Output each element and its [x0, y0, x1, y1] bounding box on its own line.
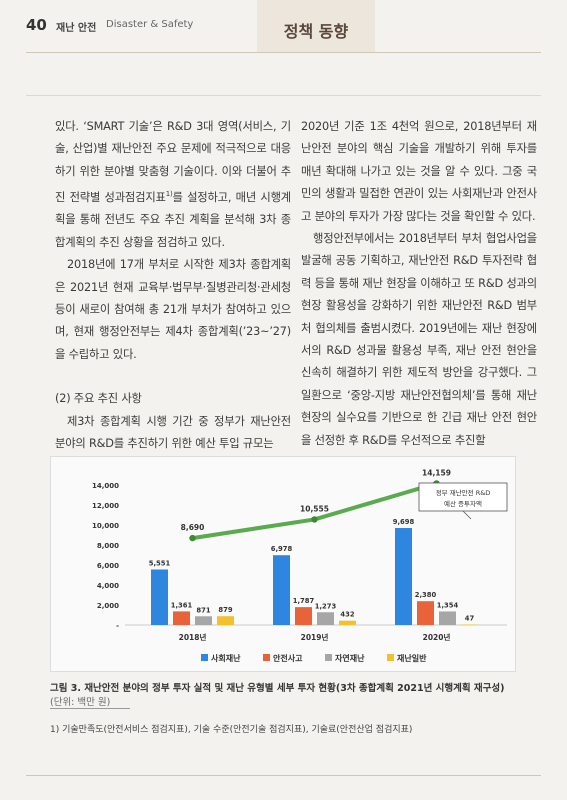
section-title-ko: 재난 안전 [56, 23, 97, 34]
bar [395, 528, 412, 625]
investment-chart: 14,000 12,000 10,000 8,000 6,000 4,000 2,000- … [50, 456, 516, 672]
category-label: 2018년 [179, 632, 207, 642]
caption-text: 그림 3. 재난안전 분야의 정부 투자 실적 및 재난 유형별 세부 투자 현… [50, 683, 505, 694]
bar [439, 611, 456, 625]
bar [173, 611, 190, 625]
content-divider [26, 95, 541, 96]
legend-swatch [201, 654, 208, 661]
annotation-box [418, 482, 508, 512]
footnote-ref: 1) [165, 190, 173, 199]
bar-value-label: 879 [218, 606, 232, 614]
legend-label: 자연재난 [335, 653, 365, 663]
bar-value-label: 1,354 [437, 601, 459, 609]
line-point [311, 516, 318, 523]
left-paragraph-3: 제3차 종합계획 시행 기간 중 정부가 재난안전 분야의 R&D를 추진하기 … [55, 414, 291, 451]
bar-value-label: 47 [465, 615, 475, 623]
bar-value-label: 9,698 [393, 518, 415, 526]
line-value-label: 10,555 [300, 504, 329, 513]
tab-title: 정책 동향 [283, 22, 349, 41]
annotation-line1: 정부 재난안전 R&D [436, 488, 491, 497]
bar [151, 569, 168, 625]
bar [317, 612, 334, 625]
line-value-label: 14,159 [422, 468, 451, 477]
bar-value-label: 1,787 [293, 597, 315, 605]
section-tab: 정책 동향 [257, 0, 375, 52]
chart-svg: 14,00012,00010,0008,0006,0004,0002,000- … [92, 468, 508, 663]
left-paragraph-1: 있다. ‘SMART 기술’은 R&D 3대 영역(서비스, 기술, 산업)별 … [55, 120, 292, 249]
right-column: 2020년 기준 1조 4천억 원으로, 2018년부터 재난안전 분야의 핵심… [301, 116, 537, 452]
left-paragraph-2: 2018년에 17개 부처로 시작한 제3차 종합계획은 2021년 현재 교육… [55, 258, 291, 361]
section-title-en: Disaster & Safety [106, 19, 194, 30]
legend-label: 재난일반 [397, 653, 427, 663]
footer-divider [26, 775, 541, 776]
bar [195, 616, 212, 625]
y-tick-label: 6,000 [97, 562, 119, 570]
bar-value-label: 5,551 [149, 559, 171, 567]
legend-label: 사회재난 [211, 653, 241, 663]
bar [217, 616, 234, 625]
annotation-line2: 예산 증투자액 [444, 499, 482, 508]
y-tick-label: 2,000 [97, 602, 119, 610]
legend-swatch [325, 654, 332, 661]
bar [295, 607, 312, 625]
annotation-pointer [462, 510, 472, 520]
subheading: (2) 주요 추진 사항 [55, 392, 142, 406]
line-value-label: 8,690 [181, 523, 205, 532]
category-label: 2020년 [423, 632, 451, 642]
y-tick-label: 10,000 [92, 522, 119, 530]
bar-value-label: 871 [196, 606, 210, 614]
bar-value-label: 6,978 [271, 545, 293, 553]
right-paragraph-2: 행정안전부에서는 2018년부터 부처 협업사업을 발굴해 공동 기획하고, 재… [301, 232, 537, 447]
bar-value-label: 1,273 [315, 602, 337, 610]
y-tick-label: 8,000 [97, 542, 119, 550]
y-tick-label: 14,000 [92, 482, 119, 490]
page-header: 40 재난 안전 Disaster & Safety 정책 동향 [0, 0, 567, 52]
page-number: 40 [26, 16, 47, 34]
bar-value-label: 1,361 [171, 601, 193, 609]
header-divider [26, 52, 541, 53]
legend-swatch [263, 654, 270, 661]
right-paragraph-1: 2020년 기준 1조 4천억 원으로, 2018년부터 재난안전 분야의 핵심… [301, 120, 537, 223]
legend-label: 안전사고 [273, 653, 303, 663]
bar-value-label: 432 [340, 611, 354, 619]
figure-caption: 그림 3. 재난안전 분야의 정부 투자 실적 및 재난 유형별 세부 투자 현… [50, 680, 520, 708]
y-tick-label: 12,000 [92, 502, 119, 510]
bar [339, 620, 356, 625]
left-column: 있다. ‘SMART 기술’은 R&D 3대 영역(서비스, 기술, 산업)별 … [55, 116, 291, 455]
legend-swatch [387, 654, 394, 661]
caption-unit: (단위: 백만 원) [50, 697, 111, 708]
category-label: 2019년 [301, 632, 329, 642]
footnote: 1) 기술만족도(안전서비스 점검지표), 기술 수준(안전기술 점검지표), … [50, 725, 413, 735]
line-point [189, 534, 196, 542]
bar [417, 601, 434, 625]
footnote-divider [50, 708, 130, 709]
y-tick-label: - [116, 622, 119, 630]
y-tick-label: 4,000 [97, 582, 119, 590]
bar-value-label: 2,380 [415, 591, 437, 599]
bar [273, 555, 290, 625]
